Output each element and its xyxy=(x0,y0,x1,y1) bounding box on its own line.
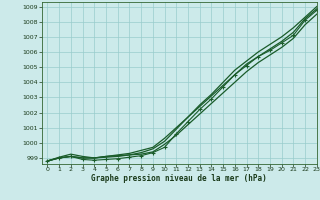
X-axis label: Graphe pression niveau de la mer (hPa): Graphe pression niveau de la mer (hPa) xyxy=(91,174,267,183)
